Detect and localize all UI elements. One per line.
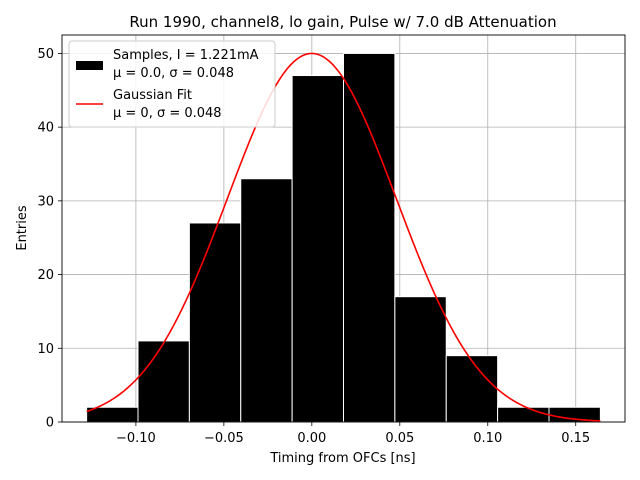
histogram-bar [445, 355, 499, 423]
y-tick-label: 50 [37, 47, 54, 62]
legend-box [68, 40, 276, 128]
histogram-bar [291, 75, 344, 423]
histogram-bar [188, 222, 242, 423]
legend-label-fit-line2: μ = 0, σ = 0.048 [113, 106, 222, 121]
histogram-bar [137, 340, 190, 423]
legend-swatch-samples [76, 61, 103, 70]
x-tick-label: −0.05 [204, 431, 244, 446]
x-tick-label: 0.00 [297, 431, 326, 446]
y-axis-ticks: 0 10 20 30 40 50 [37, 47, 62, 431]
x-tick-label: −0.10 [116, 431, 156, 446]
legend-label-fit-line1: Gaussian Fit [113, 88, 192, 103]
x-tick-label: 0.05 [385, 431, 414, 446]
y-tick-label: 30 [37, 194, 54, 209]
y-tick-label: 20 [37, 268, 54, 283]
histogram-bar [497, 406, 550, 423]
x-axis-label: Timing from OFCs [ns] [269, 451, 415, 466]
x-axis-ticks: −0.10 −0.05 0.00 0.05 0.10 0.15 [116, 422, 590, 446]
plot-frame [61, 34, 626, 423]
y-tick-label: 10 [37, 342, 54, 357]
x-tick-label: 0.10 [473, 431, 502, 446]
chart-title: Run 1990, channel8, lo gain, Pulse w/ 7.… [129, 13, 556, 31]
legend: Samples, I = 1.221mA μ = 0.0, σ = 0.048 … [68, 40, 276, 128]
histogram-bars [86, 52, 601, 423]
y-tick-label: 0 [46, 416, 54, 431]
histogram-bar [394, 296, 447, 423]
gaussian-fit-curve [86, 52, 601, 422]
y-tick-label: 40 [37, 121, 54, 136]
histogram-bar [240, 178, 293, 423]
legend-label-samples-line2: μ = 0.0, σ = 0.048 [113, 66, 234, 81]
y-axis-label: Entries [15, 205, 30, 251]
legend-label-samples-line1: Samples, I = 1.221mA [113, 48, 259, 63]
x-tick-label: 0.15 [561, 431, 590, 446]
histogram-bar [343, 52, 396, 423]
